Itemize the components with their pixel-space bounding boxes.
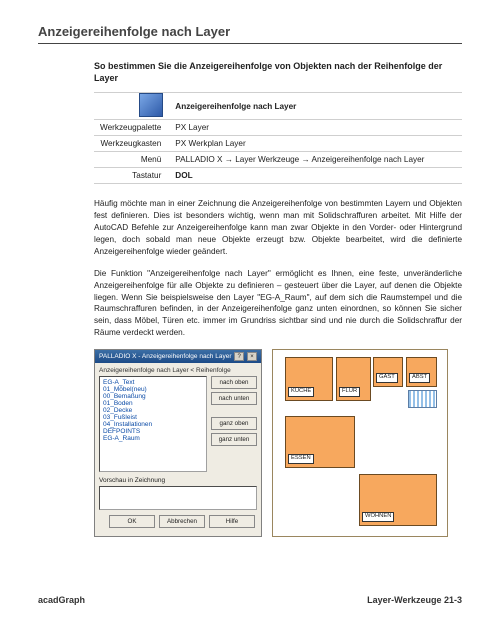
room-label: GAST [376,373,398,383]
room-label: KÜCHE [288,387,314,397]
reorder-buttons: nach oben nach unten ganz oben ganz unte… [211,376,257,472]
close-icon[interactable]: × [247,352,257,361]
row-label: Werkzeugkasten [94,136,169,152]
window-controls: ? × [233,352,257,361]
list-item[interactable]: 01_Boden [103,400,203,407]
row-value: PX Layer [169,120,462,136]
info-table: Anzeigereihenfolge nach Layer Werkzeugpa… [94,92,462,184]
dialog-screenshot: PALLADIO X - Anzeigereihenfolge nach Lay… [94,349,262,537]
btn-nach-oben[interactable]: nach oben [211,376,257,389]
paragraph-2: Die Funktion "Anzeigereihenfolge nach La… [94,268,462,339]
page-title: Anzeigereihenfolge nach Layer [38,24,462,44]
row-label: Tastatur [94,168,169,184]
list-item[interactable]: 00_Bemaßung [103,393,203,400]
row-label: Werkzeugpalette [94,120,169,136]
footer-right: Layer-Werkzeuge 21-3 [367,595,462,605]
list-item[interactable]: 02_Decke [103,407,203,414]
group-label: Anzeigereihenfolge nach Layer < Reihenfo… [99,367,257,374]
preview-label: Vorschau in Zeichnung [99,477,257,484]
figures-row: PALLADIO X - Anzeigereihenfolge nach Lay… [94,349,462,537]
btn-ganz-unten[interactable]: ganz unten [211,433,257,446]
table-row: Werkzeugkasten PX Werkplan Layer [94,136,462,152]
paragraph-1: Häufig möchte man in einer Zeichnung die… [94,198,462,257]
room-label: ESSEN [288,454,314,464]
room-label: WOHNEN [362,512,394,522]
table-row: Tastatur DOL [94,168,462,184]
page-footer: acadGraph Layer-Werkzeuge 21-3 [38,595,462,605]
layer-listbox[interactable]: EG-A_Text 01_Möbel(neu) 00_Bemaßung 01_B… [99,376,207,472]
room-label: ABST [409,373,430,383]
dialog-titlebar: PALLADIO X - Anzeigereihenfolge nach Lay… [95,350,261,363]
row-value: PALLADIO X → Layer Werkzeuge → Anzeigere… [169,152,462,168]
table-header-value: Anzeigereihenfolge nach Layer [169,93,462,120]
table-row: Werkzeugpalette PX Layer [94,120,462,136]
row-value: PX Werkplan Layer [169,136,462,152]
lead-text: So bestimmen Sie die Anzeigereihenfolge … [94,60,462,84]
room-label: FLUR [339,387,360,397]
footer-left: acadGraph [38,595,85,605]
help-icon[interactable]: ? [234,352,244,361]
list-item[interactable]: EG-A_Raum [103,435,203,442]
btn-nach-unten[interactable]: nach unten [211,392,257,405]
floorplan-figure: KÜCHE FLUR GAST ABST ESSEN WOHNEN [272,349,448,537]
list-item[interactable]: EG-A_Text [103,379,203,386]
help-button[interactable]: Hilfe [209,515,255,528]
ok-button[interactable]: OK [109,515,155,528]
dialog-title-text: PALLADIO X - Anzeigereihenfolge nach Lay… [99,353,232,360]
content-block: So bestimmen Sie die Anzeigereihenfolge … [94,60,462,537]
tool-icon-cell [94,93,169,120]
layer-order-icon [139,93,163,117]
dialog-bottom-buttons: OK Abbrechen Hilfe [99,515,257,528]
row-label: Menü [94,152,169,168]
preview-box [99,486,257,510]
row-value: DOL [169,168,462,184]
table-row: Menü PALLADIO X → Layer Werkzeuge → Anze… [94,152,462,168]
list-item[interactable]: 04_Installationen [103,421,203,428]
list-item[interactable]: 01_Möbel(neu) [103,386,203,393]
dialog-body: Anzeigereihenfolge nach Layer < Reihenfo… [95,363,261,532]
cancel-button[interactable]: Abbrechen [159,515,205,528]
list-item[interactable]: 03_Fußleist [103,414,203,421]
bathroom-hatch [408,390,437,408]
btn-ganz-oben[interactable]: ganz oben [211,417,257,430]
list-item[interactable]: DEFPOINTS [103,428,203,435]
